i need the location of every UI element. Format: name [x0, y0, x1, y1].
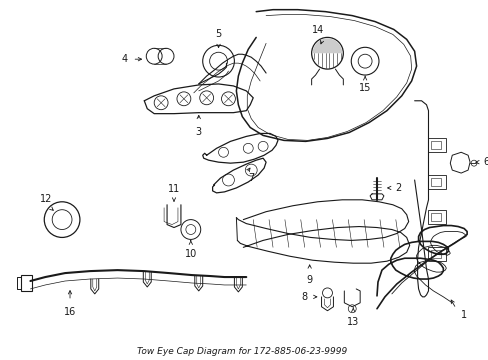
- Text: Tow Eye Cap Diagram for 172-885-06-23-9999: Tow Eye Cap Diagram for 172-885-06-23-99…: [137, 347, 347, 356]
- Text: 3: 3: [195, 126, 202, 136]
- Text: 1: 1: [460, 310, 467, 320]
- Bar: [427, 138, 446, 152]
- Text: 12: 12: [40, 194, 52, 204]
- Text: 15: 15: [358, 83, 370, 93]
- Text: 14: 14: [311, 26, 323, 35]
- Bar: [430, 213, 441, 221]
- Text: 8: 8: [301, 292, 307, 302]
- Text: 4: 4: [121, 54, 127, 64]
- Text: 9: 9: [306, 275, 312, 285]
- Text: 10: 10: [184, 249, 197, 259]
- Bar: [427, 210, 446, 224]
- Bar: [430, 178, 441, 186]
- Text: 13: 13: [346, 317, 359, 327]
- Text: 7: 7: [248, 173, 254, 183]
- Text: 16: 16: [64, 307, 76, 317]
- Bar: [427, 247, 446, 261]
- Bar: [430, 141, 441, 149]
- Bar: [427, 175, 446, 189]
- Text: 11: 11: [167, 184, 180, 194]
- Bar: [20, 275, 32, 291]
- Text: 2: 2: [394, 183, 400, 193]
- Bar: [430, 250, 441, 258]
- Wedge shape: [312, 39, 342, 53]
- Text: 6: 6: [482, 157, 488, 167]
- Text: 5: 5: [215, 30, 221, 39]
